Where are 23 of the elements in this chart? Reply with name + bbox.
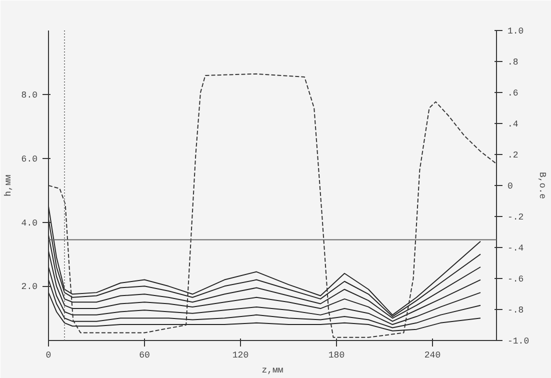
y2-tick-label: -.6	[508, 274, 524, 284]
y-tick-label: 2.0	[21, 282, 38, 292]
y2-tick-label: .2	[508, 150, 518, 160]
x-axis-title: z,мм	[262, 366, 284, 376]
y2-tick-label: -.4	[508, 244, 524, 254]
x-tick-label: 0	[46, 350, 52, 360]
y2-tick-label: .6	[508, 88, 518, 98]
y-tick-label: 8.0	[21, 90, 38, 100]
y2-tick-label: -1.0	[508, 336, 530, 346]
y2-tick-label: -.2	[508, 212, 524, 222]
y2-axis-title: B,о.е	[537, 172, 548, 200]
x-tick-label: 60	[139, 350, 150, 360]
y2-tick-label: .8	[508, 58, 518, 68]
y2-tick-label: 1.0	[508, 26, 524, 36]
y2-tick-label: 0	[508, 182, 513, 192]
x-tick-label: 240	[424, 350, 441, 360]
y-tick-label: 6.0	[21, 154, 38, 164]
x-tick-label: 180	[328, 350, 345, 360]
y-tick-label: 4.0	[21, 218, 38, 228]
y2-tick-label: .4	[508, 120, 518, 130]
y2-tick-label: -.8	[508, 306, 524, 316]
y-axis-title: h,мм	[3, 174, 14, 196]
x-tick-label: 120	[232, 350, 249, 360]
